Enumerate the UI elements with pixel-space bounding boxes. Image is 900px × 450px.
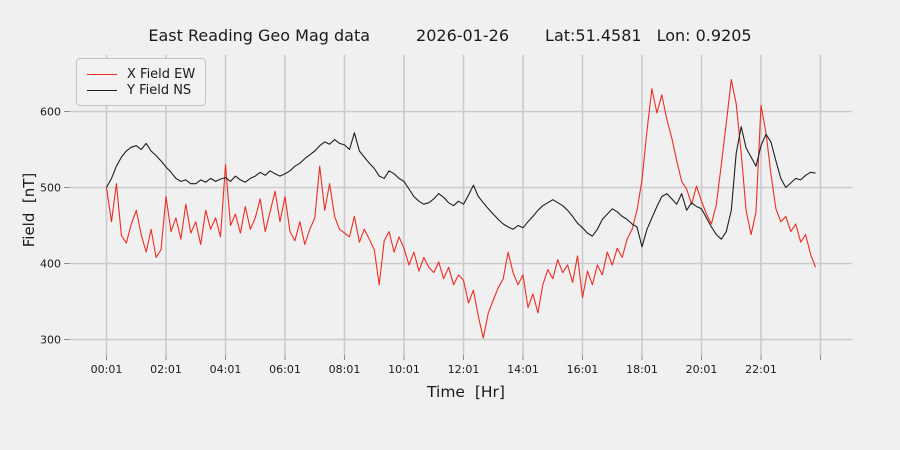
- x-tick-label: 08:01: [329, 363, 361, 376]
- y-tick-label: 600: [40, 106, 61, 119]
- chart-title: East Reading Geo Mag data 2026-01-26 Lat…: [0, 26, 900, 45]
- title-text: East Reading Geo Mag data: [148, 26, 371, 45]
- legend-item-y-field: Y Field NS: [87, 82, 195, 98]
- title-latitude: Lat:51.4581: [545, 26, 642, 45]
- x-tick-label: 10:01: [388, 363, 420, 376]
- legend-line-black-icon: [87, 89, 117, 91]
- x-tick-label: 06:01: [269, 363, 301, 376]
- x-tick-label: 16:01: [567, 363, 599, 376]
- x-tick-label: 02:01: [150, 363, 182, 376]
- legend-box: X Field EW Y Field NS: [76, 58, 206, 106]
- x-tick-label: 04:01: [210, 363, 242, 376]
- legend-label-y-field: Y Field NS: [127, 82, 192, 98]
- x-tick-label: 22:01: [745, 363, 777, 376]
- x-tick-label: 18:01: [626, 363, 658, 376]
- x-tick-label: 00:01: [91, 363, 123, 376]
- series-line-x-field-ew: [105, 79, 817, 339]
- x-tick-label: 14:01: [507, 363, 539, 376]
- title-date: 2026-01-26: [416, 26, 510, 45]
- legend-line-red-icon: [87, 73, 117, 75]
- y-tick-label: 500: [40, 182, 61, 195]
- title-longitude: Lon: 0.9205: [656, 26, 752, 45]
- legend-label-x-field: X Field EW: [127, 66, 196, 82]
- x-tick-label: 12:01: [448, 363, 480, 376]
- x-axis-label: Time [Hr]: [427, 383, 505, 401]
- legend-item-x-field: X Field EW: [87, 66, 195, 82]
- y-tick-label: 400: [40, 258, 61, 271]
- series-line-y-field-ns: [106, 126, 816, 248]
- x-tick-label: 20:01: [686, 363, 718, 376]
- y-tick-label: 300: [40, 334, 61, 347]
